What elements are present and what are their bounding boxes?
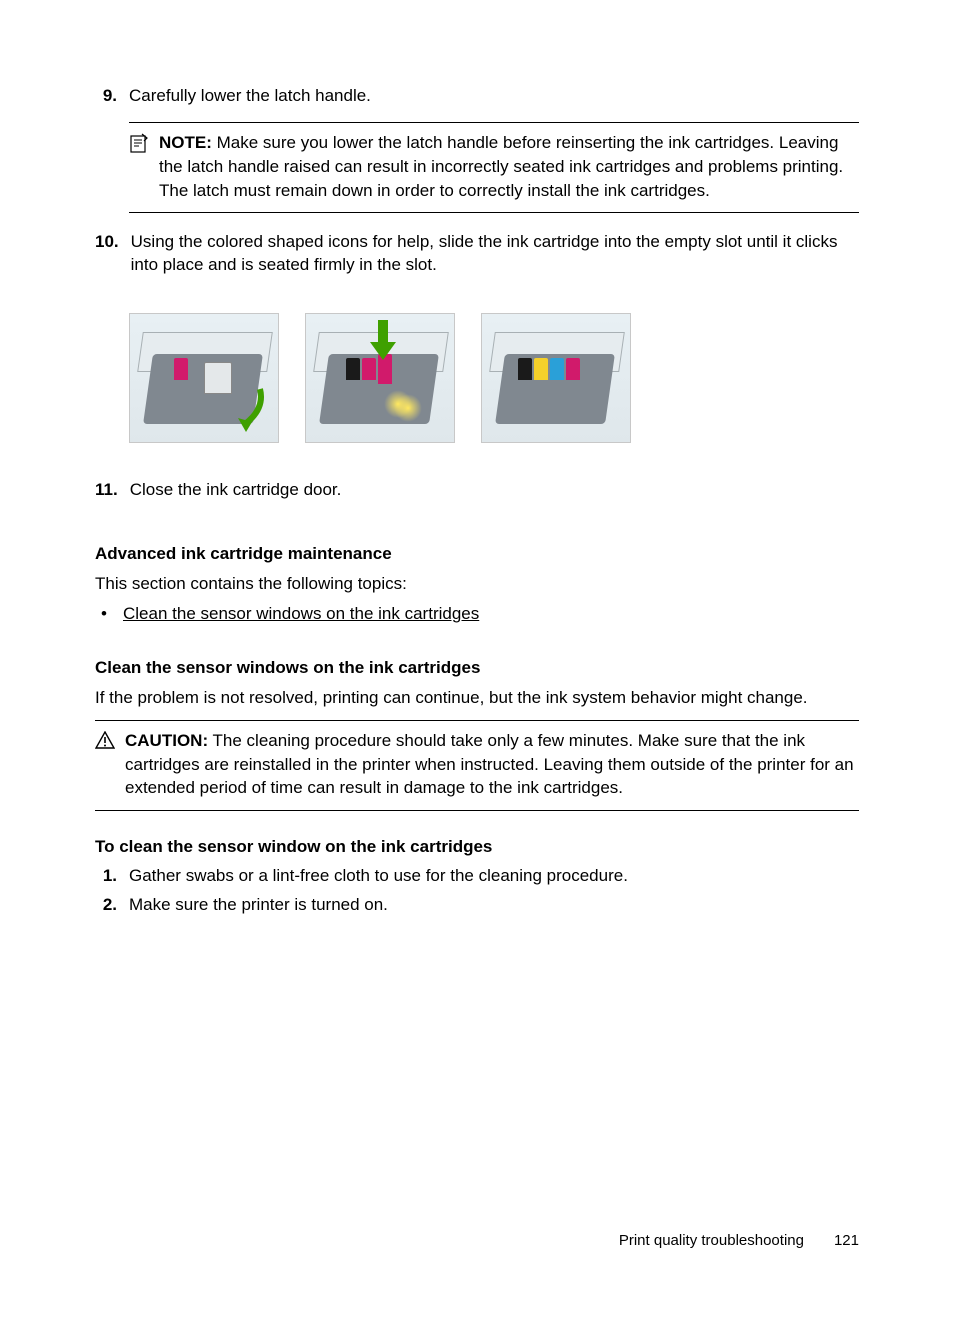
note-callout: NOTE: Make sure you lower the latch hand…: [129, 122, 859, 213]
advanced-intro: This section contains the following topi…: [95, 572, 859, 596]
step-9: 9. Carefully lower the latch handle.: [95, 85, 859, 108]
link-clean-sensor[interactable]: Clean the sensor windows on the ink cart…: [123, 604, 479, 624]
step-11: 11. Close the ink cartridge door.: [95, 479, 859, 502]
clean-intro: If the problem is not resolved, printing…: [95, 686, 859, 710]
illustration-2: [305, 313, 455, 443]
illustration-1: [129, 313, 279, 443]
toclean-step-1: 1. Gather swabs or a lint-free cloth to …: [95, 865, 859, 888]
heading-clean: Clean the sensor windows on the ink cart…: [95, 658, 859, 678]
step-text: Carefully lower the latch handle.: [129, 85, 859, 108]
step-10: 10. Using the colored shaped icons for h…: [95, 231, 859, 277]
page-number: 121: [834, 1232, 859, 1249]
illustration-row: [129, 313, 859, 443]
bullet-item: • Clean the sensor windows on the ink ca…: [95, 604, 859, 624]
step-number: 11.: [95, 479, 130, 502]
illustration-3: [481, 313, 631, 443]
toclean-step-2: 2. Make sure the printer is turned on.: [95, 894, 859, 917]
footer-section: Print quality troubleshooting: [619, 1232, 804, 1249]
step-number: 1.: [95, 865, 129, 888]
step-text: Make sure the printer is turned on.: [129, 894, 859, 917]
bullet-marker: •: [95, 604, 123, 624]
caution-body: CAUTION: The cleaning procedure should t…: [125, 729, 859, 800]
step-text: Using the colored shaped icons for help,…: [131, 231, 859, 277]
step-number: 10.: [95, 231, 131, 277]
page-footer: Print quality troubleshooting 121: [619, 1232, 859, 1249]
heading-advanced: Advanced ink cartridge maintenance: [95, 544, 859, 564]
heading-toclean: To clean the sensor window on the ink ca…: [95, 837, 859, 857]
note-icon: [129, 131, 159, 202]
step-text: Close the ink cartridge door.: [130, 479, 859, 502]
note-label: NOTE:: [159, 133, 212, 152]
note-text-content: Make sure you lower the latch handle bef…: [159, 133, 843, 200]
note-body: NOTE: Make sure you lower the latch hand…: [159, 131, 859, 202]
step-text: Gather swabs or a lint-free cloth to use…: [129, 865, 859, 888]
step-number: 2.: [95, 894, 129, 917]
step-number: 9.: [95, 85, 129, 108]
caution-icon: [95, 729, 125, 800]
caution-text-content: The cleaning procedure should take only …: [125, 731, 854, 798]
caution-label: CAUTION:: [125, 731, 208, 750]
caution-callout: CAUTION: The cleaning procedure should t…: [95, 720, 859, 811]
document-page: 9. Carefully lower the latch handle. NOT…: [0, 0, 954, 983]
